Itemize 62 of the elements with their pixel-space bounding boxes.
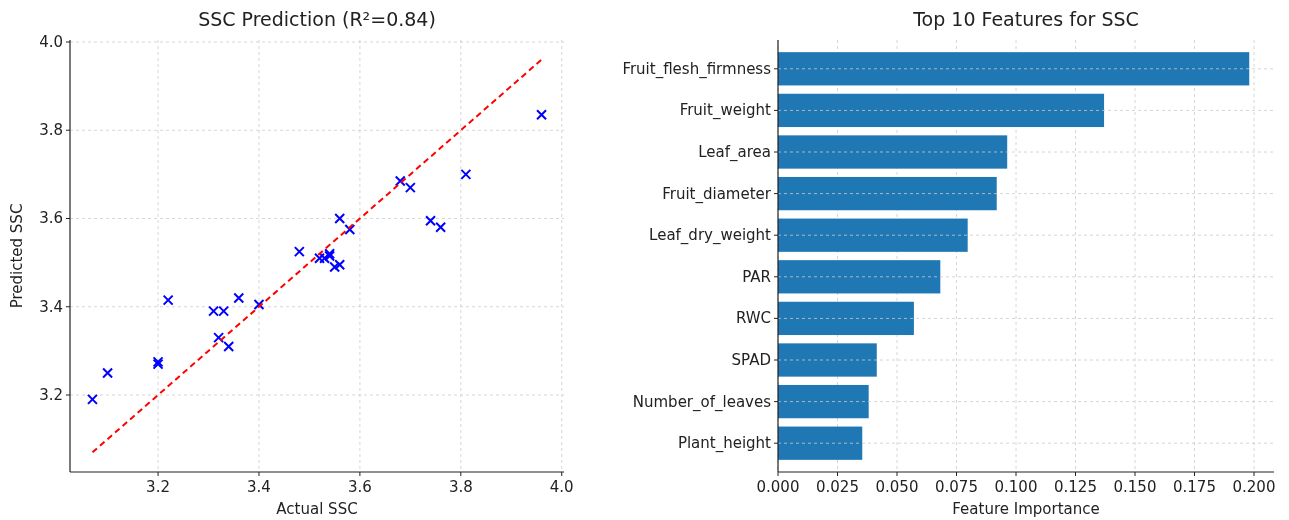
bar (778, 218, 968, 252)
chart-title: Top 10 Features for SSC (912, 8, 1139, 30)
bar (778, 426, 863, 460)
point (213, 332, 225, 344)
point (425, 215, 437, 227)
x-tick-label: 0.025 (816, 478, 859, 496)
x-tick-label: 3.6 (347, 478, 372, 496)
x-tick-label: 0.200 (1232, 478, 1276, 496)
x-axis-title: Feature Importance (952, 500, 1100, 518)
y-tick-label: RWC (735, 309, 771, 328)
point (253, 299, 265, 311)
y-tick-label: 3.4 (39, 297, 63, 316)
x-tick-label: 3.4 (247, 478, 271, 496)
bar (778, 260, 941, 294)
y-tick-label: 3.6 (39, 209, 63, 228)
y-axis-title: Predicted SSC (8, 203, 26, 309)
y-tick-label: Fruit_weight (679, 101, 772, 121)
x-tick-label: 0.150 (1113, 478, 1157, 496)
x-tick-label: 0.125 (1054, 478, 1097, 496)
point (394, 175, 406, 187)
x-tick-label: 0.050 (875, 478, 919, 496)
y-tick-label: 4.0 (39, 32, 63, 51)
bar (778, 343, 877, 377)
x-tick-label: 0.100 (994, 478, 1038, 496)
point (536, 109, 548, 121)
point (460, 168, 472, 180)
y-tick-label: Leaf_area (698, 143, 771, 162)
y-tick-label: Fruit_diameter (662, 184, 772, 204)
point (162, 294, 174, 306)
x-tick-label: 0.075 (935, 478, 978, 496)
x-tick-label: 0.000 (756, 478, 800, 496)
bar (778, 52, 1250, 86)
point (86, 393, 98, 405)
y-tick-label: Number_of_leaves (632, 392, 772, 412)
bar (778, 384, 869, 419)
point (233, 292, 245, 304)
point (329, 261, 341, 273)
x-tick-label: 0.175 (1173, 478, 1216, 496)
y-tick-label: PAR (742, 267, 771, 286)
point (435, 221, 447, 233)
x-axis-title: Actual SSC (276, 500, 358, 518)
point (293, 246, 305, 258)
y-tick-label: Leaf_dry_weight (649, 226, 772, 246)
x-tick-label: 3.8 (448, 478, 473, 496)
y-tick-label: 3.2 (39, 386, 63, 404)
y-tick-label: Plant_height (677, 434, 772, 454)
point (102, 367, 114, 379)
point (334, 259, 346, 271)
point (404, 182, 416, 194)
chart-title: SSC Prediction (R²=0.84) (198, 8, 436, 30)
x-tick-label: 3.2 (146, 478, 170, 496)
bar (778, 301, 914, 336)
y-tick-label: 3.8 (39, 121, 63, 140)
point (344, 224, 356, 236)
bar (778, 176, 997, 211)
x-tick-label: 4.0 (549, 478, 574, 496)
point (334, 212, 346, 224)
y-tick-label: Fruit_flesh_firmness (622, 59, 772, 79)
y-tick-label: SPAD (731, 351, 771, 369)
bar (778, 135, 1008, 169)
point (223, 340, 235, 352)
bar (778, 93, 1105, 128)
